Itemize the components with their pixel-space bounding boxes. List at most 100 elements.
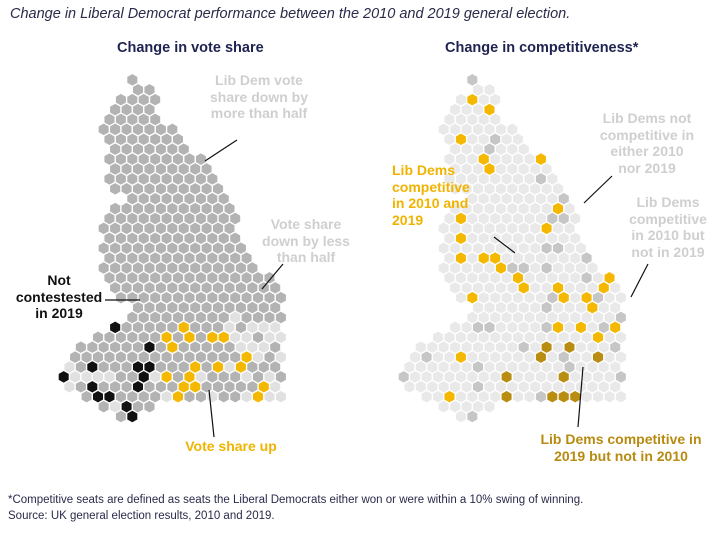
constituency-hex xyxy=(529,202,541,216)
constituency-hex xyxy=(472,142,484,156)
constituency-hex xyxy=(183,330,196,344)
constituency-hex xyxy=(540,162,553,176)
constituency-hex xyxy=(195,172,207,186)
constituency-hex xyxy=(592,350,604,364)
constituency-hex xyxy=(143,182,156,196)
constituency-hex xyxy=(409,370,421,384)
constituency-hex xyxy=(161,172,173,186)
constituency-hex xyxy=(512,172,524,186)
constituency-hex xyxy=(478,231,490,245)
constituency-hex xyxy=(472,202,484,216)
constituency-hex xyxy=(449,142,461,156)
constituency-hex xyxy=(201,380,213,394)
constituency-hex xyxy=(449,340,461,354)
constituency-hex xyxy=(466,212,478,225)
constituency-hex xyxy=(138,152,150,166)
constituency-hex xyxy=(546,350,558,364)
constituency-hex xyxy=(218,192,230,206)
constituency-hex xyxy=(241,330,253,344)
constituency-hex xyxy=(495,301,507,315)
constituency-hex xyxy=(149,132,161,146)
constituency-hex xyxy=(529,221,541,235)
constituency-hex xyxy=(201,182,213,196)
constituency-hex xyxy=(252,291,264,305)
constituency-hex xyxy=(121,360,133,374)
constituency-hex xyxy=(212,360,224,374)
constituency-hex xyxy=(126,370,138,384)
constituency-hex xyxy=(98,261,110,275)
constituency-hex xyxy=(172,291,184,305)
constituency-hex xyxy=(178,221,190,235)
constituency-hex xyxy=(512,350,524,364)
constituency-hex xyxy=(449,281,461,295)
constituency-hex xyxy=(143,301,156,315)
constituency-hex xyxy=(86,360,98,374)
constituency-hex xyxy=(126,93,138,107)
constituency-hex xyxy=(403,380,416,394)
constituency-hex xyxy=(500,152,513,166)
constituency-hex xyxy=(500,192,513,206)
constituency-hex xyxy=(443,390,456,404)
constituency-hex xyxy=(223,320,236,334)
constituency-hex xyxy=(540,221,553,235)
constituency-hex xyxy=(218,291,230,305)
constituency-hex xyxy=(609,301,621,315)
constituency-hex xyxy=(598,320,610,334)
constituency-hex xyxy=(121,182,133,196)
constituency-hex xyxy=(132,103,144,117)
constituency-hex xyxy=(103,152,116,166)
constituency-hex xyxy=(149,212,161,225)
constituency-hex xyxy=(126,291,138,305)
constituency-hex xyxy=(103,251,116,265)
constituency-hex xyxy=(143,142,156,156)
constituency-hex xyxy=(126,152,138,166)
constituency-hex xyxy=(586,281,599,295)
constituency-hex xyxy=(161,132,173,146)
constituency-hex xyxy=(195,251,207,265)
constituency-hex xyxy=(109,261,121,275)
constituency-hex xyxy=(212,301,224,315)
constituency-hex xyxy=(580,271,593,285)
constituency-hex xyxy=(575,261,587,275)
constituency-hex xyxy=(478,271,490,285)
constituency-hex xyxy=(523,231,536,245)
constituency-hex xyxy=(212,202,224,216)
constituency-hex xyxy=(172,330,184,344)
constituency-hex xyxy=(143,380,156,394)
constituency-hex xyxy=(138,113,150,126)
constituency-hex xyxy=(138,93,150,107)
constituency-hex xyxy=(195,330,207,344)
constituency-hex xyxy=(121,400,133,414)
constituency-hex xyxy=(443,212,456,225)
constituency-hex xyxy=(472,320,484,334)
constituency-hex xyxy=(615,311,627,324)
constituency-hex xyxy=(178,380,190,394)
constituency-hex xyxy=(132,261,144,275)
constituency-hex xyxy=(115,251,127,265)
constituency-hex xyxy=(212,221,224,235)
constituency-hex xyxy=(235,241,247,255)
constituency-hex xyxy=(540,261,553,275)
constituency-hex xyxy=(155,241,167,255)
constituency-hex xyxy=(275,311,287,324)
constituency-hex xyxy=(506,182,518,196)
constituency-hex xyxy=(586,340,599,354)
constituency-hex xyxy=(438,360,450,374)
constituency-hex xyxy=(489,113,501,126)
constituency-hex xyxy=(138,330,150,344)
constituency-hex xyxy=(540,202,553,216)
constituency-hex xyxy=(552,261,564,275)
constituency-hex xyxy=(189,380,201,394)
constituency-hex xyxy=(201,221,213,235)
constituency-hex xyxy=(132,182,144,196)
constituency-hex xyxy=(98,221,110,235)
constituency-hex xyxy=(166,340,178,354)
constituency-hex xyxy=(518,182,530,196)
constituency-hex xyxy=(449,221,461,235)
constituency-hex xyxy=(229,251,241,265)
constituency-hex xyxy=(161,212,173,225)
constituency-hex xyxy=(263,370,276,384)
constituency-hex xyxy=(195,212,207,225)
constituency-hex xyxy=(432,370,444,384)
constituency-hex xyxy=(563,320,576,334)
